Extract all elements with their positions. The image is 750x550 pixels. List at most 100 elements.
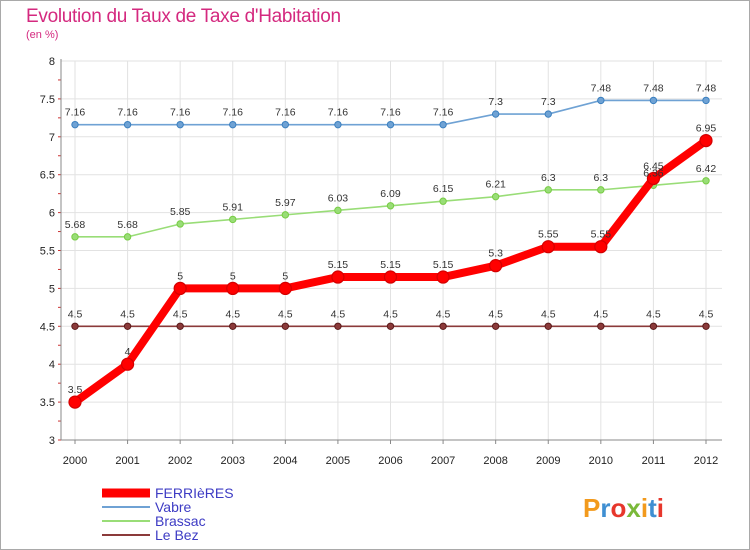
point-ferri-res — [278, 281, 292, 295]
data-label-le-bez: 4.5 — [488, 308, 503, 320]
point-ferri-res — [646, 171, 661, 186]
x-tick-label: 2001 — [115, 455, 139, 467]
data-label-vabre: 7.16 — [117, 107, 138, 119]
point-vabre — [597, 96, 605, 105]
data-label-le-bez: 4.5 — [699, 308, 714, 320]
point-brassac — [229, 215, 237, 224]
x-tick-label: 2003 — [221, 455, 245, 467]
point-vabre — [439, 120, 447, 129]
x-tick-label: 2007 — [431, 455, 455, 467]
data-label-le-bez: 4.5 — [278, 308, 293, 320]
data-label-brassac: 6.09 — [380, 188, 401, 200]
point-brassac — [544, 186, 552, 194]
point-ferri-res — [120, 357, 135, 371]
x-tick-label: 2005 — [326, 455, 350, 467]
point-ferri-res — [436, 270, 450, 284]
data-label-vabre: 7.3 — [541, 96, 556, 108]
point-le-bez — [229, 322, 237, 330]
point-brassac — [281, 211, 290, 219]
x-tick-label: 2011 — [642, 455, 666, 467]
point-ferri-res — [331, 270, 345, 284]
data-label-le-bez: 4.5 — [436, 308, 451, 320]
data-label-vabre: 7.16 — [223, 107, 244, 119]
x-tick-label: 2000 — [63, 455, 87, 467]
point-le-bez — [702, 322, 710, 330]
point-le-bez — [544, 322, 552, 330]
data-label-ferri-res: 5.3 — [488, 248, 503, 260]
legend-label-le-bez: Le Bez — [155, 527, 199, 543]
point-le-bez — [439, 322, 447, 330]
point-ferri-res — [383, 270, 398, 284]
data-label-brassac: 6.42 — [696, 163, 717, 175]
data-label-vabre: 7.3 — [488, 96, 503, 108]
data-label-vabre: 7.16 — [328, 107, 349, 119]
point-vabre — [491, 110, 500, 118]
proxiti-logo: Proxiti — [583, 493, 664, 523]
y-tick-label: 3 — [49, 435, 55, 447]
data-label-vabre: 7.16 — [65, 107, 86, 119]
data-label-brassac: 6.36 — [643, 167, 664, 179]
data-label-vabre: 7.16 — [433, 107, 454, 119]
data-label-ferri-res: 5 — [282, 270, 288, 282]
data-label-brassac: 6.15 — [433, 183, 454, 195]
point-le-bez — [281, 322, 290, 330]
point-ferri-res — [68, 395, 82, 409]
point-vabre — [71, 120, 79, 129]
data-label-ferri-res: 5 — [177, 270, 183, 282]
data-labels: 3.5 4 5 5 5 5.15 5.15 5.15 5.3 5.55 5.55 6.45 6.95 7.… — [65, 82, 717, 396]
point-brassac — [386, 202, 395, 210]
point-vabre — [123, 120, 132, 129]
y-tick-label: 5.5 — [40, 246, 55, 258]
data-label-le-bez: 4.5 — [225, 308, 240, 320]
data-label-vabre: 7.48 — [696, 82, 717, 94]
point-vabre — [229, 120, 237, 129]
data-label-brassac: 5.91 — [223, 201, 244, 213]
data-label-le-bez: 4.5 — [594, 308, 609, 320]
data-label-ferri-res: 4 — [125, 346, 131, 358]
point-vabre — [176, 120, 184, 129]
data-label-vabre: 7.16 — [380, 107, 401, 119]
point-ferri-res — [594, 240, 608, 254]
data-label-ferri-res: 5.15 — [328, 259, 349, 271]
data-label-ferri-res: 5.15 — [433, 259, 454, 271]
x-tick-label: 2010 — [589, 455, 613, 467]
x-tick-label: 2002 — [168, 455, 192, 467]
x-tick-label: 2009 — [536, 455, 560, 467]
point-le-bez — [491, 322, 500, 330]
legend-label-ferri-res: FERRIèRES — [155, 485, 234, 501]
data-label-ferri-res: 3.5 — [68, 384, 83, 396]
axes: 3 3.5 4 4.5 5 5.5 6 6.5 7 7.5 8 2000 2001 2002 2003 200… — [40, 56, 722, 467]
y-tick-label: 6 — [49, 208, 55, 220]
data-label-brassac: 5.68 — [65, 219, 86, 231]
point-brassac — [702, 177, 710, 185]
point-le-bez — [649, 322, 658, 330]
chart-title: Evolution du Taux de Taxe d'Habitation — [26, 6, 341, 27]
data-label-ferri-res: 6.95 — [696, 123, 717, 135]
point-vabre — [386, 120, 395, 129]
point-ferri-res — [489, 259, 503, 273]
data-label-ferri-res: 5.55 — [591, 229, 612, 241]
legend-label-vabre: Vabre — [155, 499, 192, 515]
data-label-ferri-res: 5.15 — [380, 259, 401, 271]
data-label-vabre: 7.16 — [170, 107, 191, 119]
y-tick-label: 7 — [49, 132, 55, 144]
point-brassac — [597, 186, 605, 194]
x-tick-label: 2004 — [273, 455, 297, 467]
data-label-brassac: 6.21 — [485, 179, 506, 191]
point-vabre — [544, 110, 552, 118]
data-label-ferri-res: 5.55 — [538, 229, 559, 241]
point-vabre — [281, 120, 290, 129]
chart-subtitle: (en %) — [26, 29, 59, 41]
point-le-bez — [176, 322, 184, 330]
point-ferri-res — [699, 133, 713, 148]
data-label-le-bez: 4.5 — [120, 308, 135, 320]
data-label-brassac: 6.3 — [594, 172, 609, 184]
data-label-le-bez: 4.5 — [68, 308, 83, 320]
y-tick-label: 5 — [49, 283, 55, 295]
point-brassac — [123, 233, 132, 241]
point-ferri-res — [226, 281, 240, 295]
data-label-brassac: 6.3 — [541, 172, 556, 184]
data-label-brassac: 5.68 — [117, 219, 138, 231]
data-label-le-bez: 4.5 — [383, 308, 398, 320]
